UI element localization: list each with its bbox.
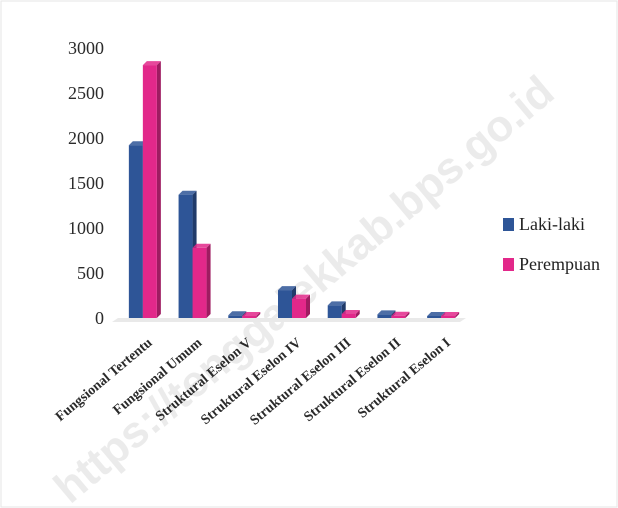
bar-front [242, 316, 257, 318]
bar-side [306, 294, 310, 318]
bar-front [228, 315, 243, 318]
bar-top [327, 301, 346, 306]
bar-front [178, 194, 193, 318]
legend: Laki-laki Perempuan [503, 214, 600, 274]
watermark-layer: https://tenggalekkab.bps.go.id [45, 67, 563, 508]
y-tick-label: 500 [77, 263, 104, 283]
bar-side [355, 309, 360, 318]
watermark-text: https://tenggalekkab.bps.go.id [45, 67, 563, 508]
bar-front [391, 315, 406, 318]
y-tick-label: 2500 [68, 83, 104, 103]
bar-perempuan-2 [192, 243, 211, 318]
bar-front [142, 65, 157, 318]
bar-perempuan-3 [242, 312, 261, 318]
bar-top [391, 311, 410, 316]
chart-floor [112, 318, 466, 322]
y-tick-label: 3000 [68, 38, 104, 58]
bar-perempuan-7 [441, 312, 460, 318]
bar-top [192, 243, 211, 248]
bar-front [441, 316, 456, 318]
bar-side [256, 312, 261, 318]
y-tick-label: 2000 [68, 128, 104, 148]
legend-swatch-perempuan [503, 258, 514, 271]
bar-top [228, 311, 247, 316]
bar-front [327, 305, 342, 318]
bar-top [178, 190, 197, 195]
bar-front [278, 290, 292, 318]
bar-perempuan-1 [142, 61, 161, 318]
x-tick-label: Struktural Eselon I [355, 336, 453, 422]
x-tick-label: Struktural Eselon II [301, 336, 404, 425]
bar-front [128, 145, 143, 318]
bar-front [341, 313, 356, 318]
y-tick-label: 0 [95, 308, 104, 328]
bar-top [142, 61, 161, 66]
bar-front [427, 316, 442, 318]
bars [128, 61, 460, 318]
y-axis: 0 500 1000 1500 2000 2500 3000 [68, 38, 466, 328]
bar-top [427, 312, 446, 316]
bar-side [405, 311, 410, 318]
bar-perempuan-5 [341, 309, 360, 318]
bar-perempuan-4 [292, 294, 310, 318]
bar-top [128, 141, 147, 146]
y-tick-label: 1500 [68, 173, 104, 193]
bar-side [156, 61, 161, 318]
bar-top [292, 294, 310, 299]
bar-top [441, 312, 460, 316]
bar-side [206, 243, 211, 318]
bar-top [377, 310, 396, 315]
bar-side [455, 312, 460, 318]
y-tick-label: 1000 [68, 218, 104, 238]
bar-top [242, 312, 261, 316]
legend-swatch-laki-laki [503, 218, 514, 231]
bar-perempuan-6 [391, 311, 410, 318]
legend-label-perempuan: Perempuan [519, 254, 600, 274]
bar-front [292, 298, 306, 318]
bar-front [377, 314, 392, 318]
legend-label-laki-laki: Laki-laki [519, 214, 585, 234]
bar-top [278, 286, 296, 291]
bar-front [192, 247, 207, 318]
bar-top [341, 309, 360, 314]
